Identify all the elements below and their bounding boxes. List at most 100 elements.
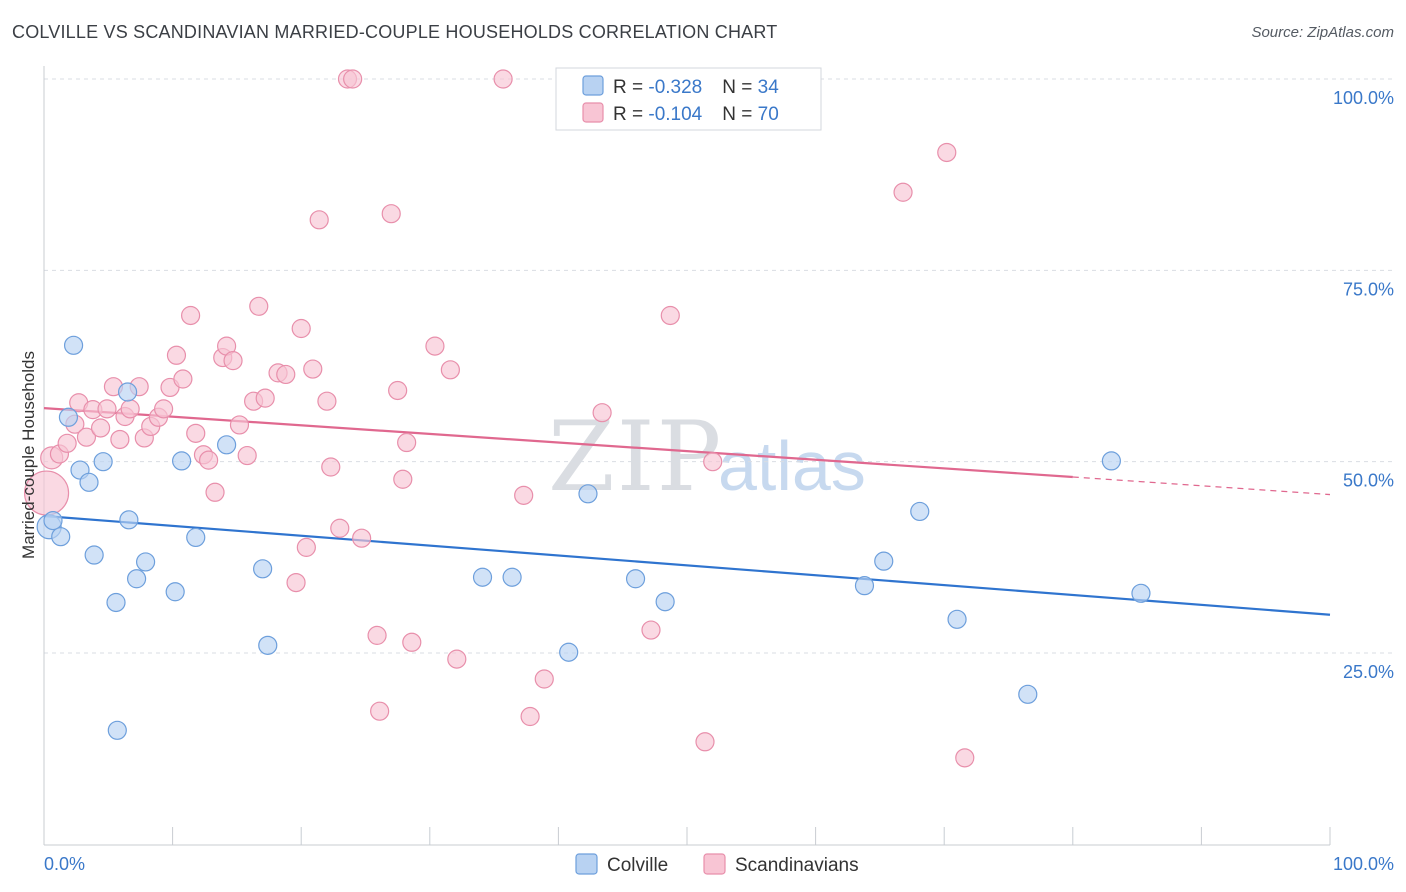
point-colville-29 (910, 501, 930, 522)
y-axis-label: Married-couple Households (19, 351, 38, 559)
point-scandinavians-56 (440, 360, 460, 380)
trend-line-colville (43, 514, 1331, 616)
point-scandinavians-68 (937, 142, 957, 163)
chart-title: COLVILLE VS SCANDINAVIAN MARRIED-COUPLE … (12, 22, 778, 42)
point-colville-19 (253, 559, 273, 579)
point-colville-9 (106, 592, 126, 613)
point-scandinavians-36 (276, 364, 296, 385)
point-colville-4 (63, 335, 84, 355)
point-scandinavians-57 (447, 649, 467, 669)
point-scandinavians-34 (255, 388, 275, 408)
point-scandinavians-33 (249, 296, 269, 316)
point-scandinavians-50 (381, 204, 401, 224)
bottom-legend-swatch-scandinavians (703, 853, 726, 875)
point-colville-20 (258, 635, 278, 655)
point-scandinavians-51 (388, 380, 408, 401)
point-scandinavians-38 (291, 318, 311, 339)
point-colville-16 (172, 451, 192, 471)
bottom-legend-colville: Colville (607, 855, 668, 876)
legend-colville-stats: R = -0.328 N = 34 (613, 77, 779, 98)
point-scandinavians-69 (955, 748, 975, 768)
point-colville-14 (135, 552, 156, 572)
legend-colville-n: 34 (758, 77, 780, 98)
point-scandinavians-20 (166, 345, 187, 365)
stats-legend: R = -0.328 N = 34 R = -0.104 N = 70 (555, 67, 822, 131)
point-scandinavians-11 (110, 429, 130, 450)
point-scandinavians-25 (199, 450, 219, 470)
point-colville-21 (472, 567, 493, 587)
legend-scandinavians-stats: R = -0.104 N = 70 (613, 104, 779, 125)
point-scandinavians-40 (303, 359, 323, 379)
point-scandinavians-23 (186, 423, 206, 443)
bottom-legend-scandinavians: Scandinavians (735, 855, 859, 876)
point-colville-28 (874, 551, 894, 571)
point-scandinavians-41 (309, 210, 329, 230)
point-scandinavians-62 (592, 403, 612, 423)
legend-colville-r: -0.328 (648, 77, 702, 98)
point-scandinavians-31 (237, 445, 257, 466)
point-colville-6 (79, 472, 99, 492)
point-colville-7 (84, 545, 104, 565)
bottom-legend-swatch-colville (575, 853, 598, 875)
point-scandinavians-58 (493, 69, 513, 89)
x-tick-label-max: 100.0% (1333, 854, 1394, 874)
point-scandinavians-61 (534, 669, 554, 689)
point-colville-15 (165, 582, 185, 602)
point-scandinavians-9 (97, 399, 117, 419)
data-points (23, 69, 1151, 768)
point-colville-11 (117, 382, 138, 402)
point-colville-26 (655, 592, 675, 612)
source-credit: Source: ZipAtlas.com (1251, 24, 1394, 41)
point-colville-30 (947, 609, 967, 629)
point-colville-32 (1101, 451, 1121, 471)
legend-scandinavians-r: -0.104 (648, 104, 702, 125)
point-colville-18 (217, 435, 237, 455)
point-colville-3 (58, 407, 79, 427)
y-tick-label-50: 50.0% (1343, 471, 1394, 491)
point-scandinavians-54 (402, 632, 422, 652)
point-colville-12 (119, 510, 139, 530)
point-scandinavians-43 (321, 457, 341, 477)
point-scandinavians-8 (90, 418, 111, 438)
point-scandinavians-42 (317, 391, 337, 411)
point-colville-23 (559, 642, 579, 662)
point-scandinavians-29 (223, 351, 243, 371)
point-scandinavians-48 (367, 625, 387, 645)
legend-swatch-colville (582, 75, 604, 96)
point-scandinavians-47 (352, 528, 372, 548)
point-colville-2 (51, 527, 71, 547)
point-scandinavians-26 (205, 482, 225, 502)
point-scandinavians-3 (57, 433, 77, 453)
point-colville-17 (186, 527, 206, 548)
point-scandinavians-55 (425, 336, 445, 356)
point-scandinavians-18 (153, 399, 174, 419)
watermark-atlas: atlas (718, 427, 866, 505)
point-scandinavians-52 (393, 469, 413, 489)
point-scandinavians-53 (397, 432, 417, 453)
y-tick-label-25: 25.0% (1343, 662, 1394, 682)
legend-scandinavians-n: 70 (758, 104, 779, 125)
trend-lines (43, 406, 1331, 616)
point-colville-13 (126, 569, 147, 589)
point-scandinavians-59 (514, 485, 534, 505)
point-scandinavians-13 (120, 399, 140, 419)
y-tick-label-100: 100.0% (1333, 88, 1394, 108)
point-scandinavians-30 (229, 415, 250, 435)
point-colville-24 (578, 484, 598, 504)
point-scandinavians-39 (296, 537, 316, 557)
point-scandinavians-63 (641, 620, 661, 640)
legend-swatch-scandinavians (582, 102, 604, 123)
trend-line-scandinavians (43, 406, 1073, 479)
point-colville-33 (1131, 583, 1151, 603)
point-scandinavians-21 (173, 369, 193, 389)
point-colville-27 (854, 576, 875, 596)
point-scandinavians-65 (695, 732, 715, 752)
point-scandinavians-44 (330, 518, 350, 538)
point-scandinavians-66 (703, 452, 723, 472)
point-scandinavians-46 (343, 69, 363, 89)
point-scandinavians-37 (286, 572, 306, 593)
point-colville-8 (93, 452, 113, 472)
point-colville-22 (502, 567, 522, 587)
point-scandinavians-6 (76, 427, 97, 447)
point-scandinavians-64 (660, 305, 680, 326)
